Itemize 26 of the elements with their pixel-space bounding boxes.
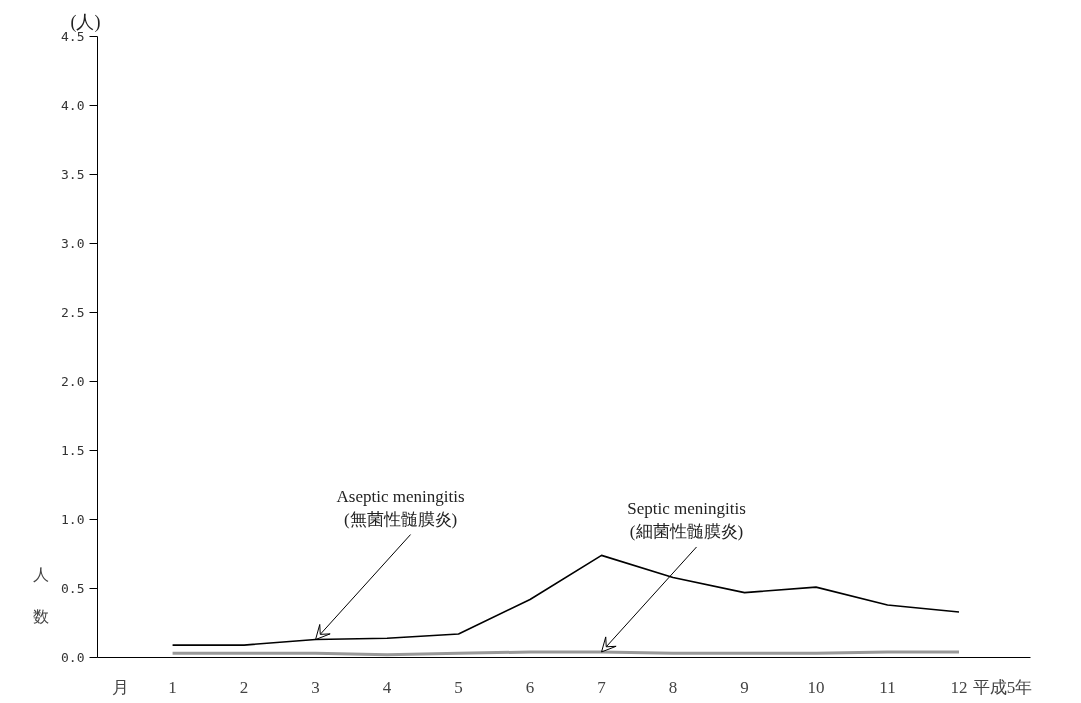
text: 月 [112,677,129,697]
x-tick-label: 9 [740,677,749,697]
annotation: Septic meningitis (細菌性髄膜炎) [627,499,746,541]
y-tick-label: 3.5 [61,167,85,182]
x-tick-label: 6 [525,677,535,697]
y-tick-label: 3.0 [61,236,85,251]
x-tick-label: 5 [454,677,463,697]
y-tick-label: 0.5 [61,581,85,596]
y-tick-label: 0.0 [61,650,85,665]
x-tick-label: 2 [239,677,249,697]
annotation: Aseptic meningitis (無菌性髄膜炎) [336,486,465,529]
x-tick-label: 11 [879,677,896,697]
text: 人数 [32,566,49,625]
y-tick-label: 1.5 [61,443,85,458]
y-tick-label: 2.0 [61,374,85,389]
x-tick-label: 12 [950,677,968,697]
x-tick-label: 10 [807,677,825,697]
x-axis-title: 平成5年 [972,677,1033,697]
y-tick-label: 2.5 [61,305,85,320]
x-tick-label: 8 [668,677,678,697]
x-tick-label: 4 [382,677,392,697]
x-tick-label: 7 [597,677,607,697]
y-tick-label: 4.0 [61,98,85,113]
x-tick-label: 3 [311,677,320,697]
y-tick-label: 1.0 [61,512,85,527]
x-tick-label: 1 [168,677,177,697]
